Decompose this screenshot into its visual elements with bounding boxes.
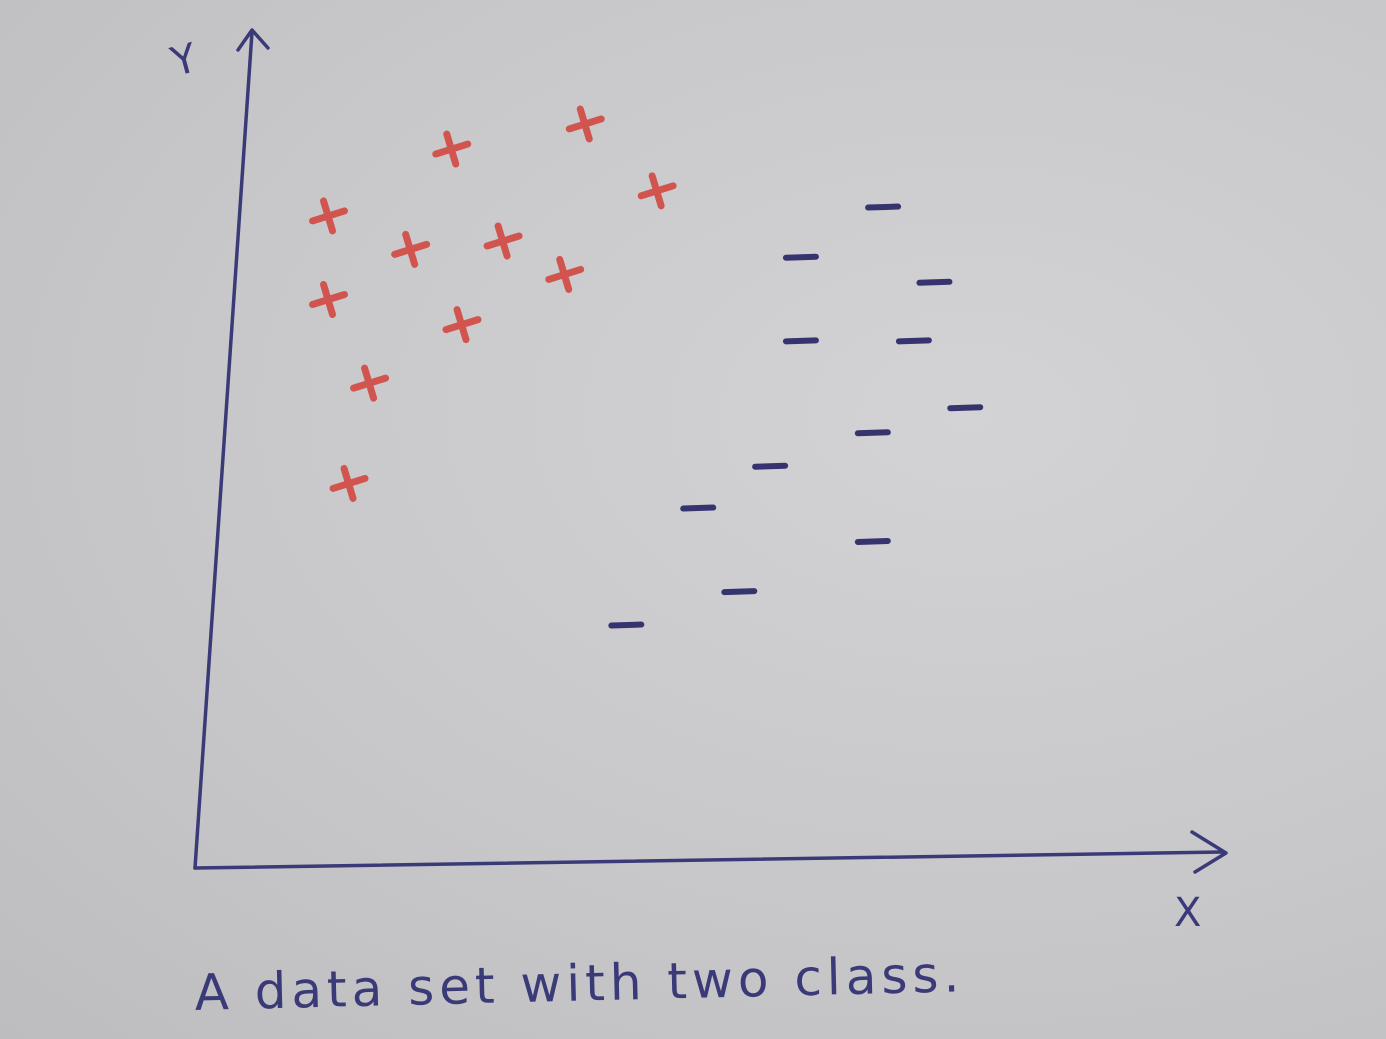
plus-point-4	[483, 222, 523, 260]
y-axis-label: Y	[165, 35, 202, 86]
y-axis-arrowhead	[236, 28, 270, 52]
minus-point-12	[608, 621, 645, 629]
minus-point-7	[854, 429, 891, 437]
minus-point-2	[782, 253, 819, 261]
plus-point-2	[391, 230, 431, 268]
plus-point-5	[565, 105, 605, 143]
plus-point-10	[350, 364, 390, 402]
x-axis-label: X	[1174, 890, 1201, 936]
y-axis-line	[193, 30, 254, 870]
minus-point-1	[865, 203, 902, 211]
plus-point-11	[329, 464, 369, 502]
minus-point-11	[721, 588, 758, 596]
minus-point-5	[895, 337, 932, 345]
plus-point-8	[309, 281, 349, 319]
minus-point-10	[854, 537, 891, 545]
plus-point-1	[309, 197, 349, 235]
minus-point-8	[752, 462, 789, 470]
plus-point-9	[442, 306, 482, 344]
plus-point-7	[545, 255, 585, 293]
x-axis-arrowhead	[1190, 830, 1228, 874]
x-axis-line	[193, 850, 1224, 870]
plus-point-6	[637, 172, 677, 210]
plus-point-3	[432, 130, 472, 168]
chart-caption: A data set with two class.	[194, 945, 965, 1022]
data-points	[309, 105, 984, 629]
minus-point-3	[916, 278, 953, 286]
minus-point-9	[680, 504, 717, 512]
minus-point-4	[782, 337, 819, 345]
minus-point-6	[947, 404, 984, 412]
